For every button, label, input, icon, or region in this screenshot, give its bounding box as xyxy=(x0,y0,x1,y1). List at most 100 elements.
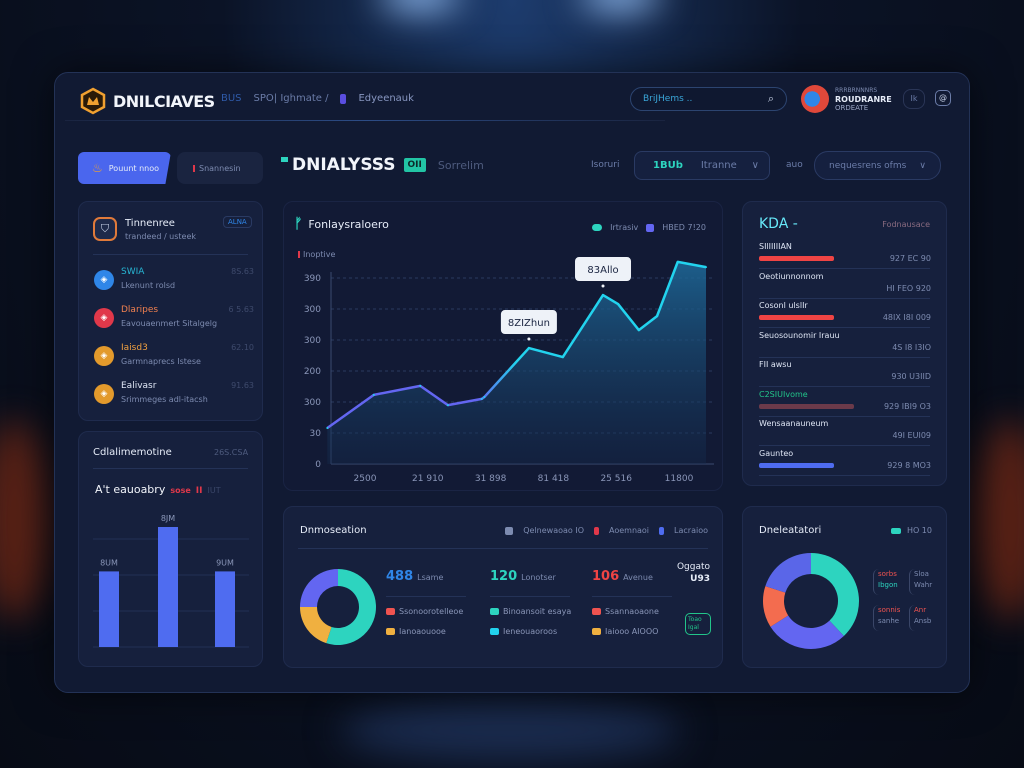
range-select[interactable]: 1BUb Itranne ∨ xyxy=(634,151,770,180)
nav-item[interactable]: BUS xyxy=(221,93,242,104)
avatar[interactable] xyxy=(801,85,829,113)
y-tick-label: 30 xyxy=(310,429,322,439)
notification-button[interactable]: @ xyxy=(935,90,951,106)
kda-row[interactable]: Wensaanauneum 49I EUI09 xyxy=(759,417,931,445)
item-name: Iaisd3 xyxy=(121,343,148,353)
annotation-label: 83Allo xyxy=(587,265,618,276)
kda-row[interactable]: Seuosounomir Irauu 4S I8 I3IO xyxy=(759,329,931,357)
search-icon[interactable]: ⌕ xyxy=(767,92,774,105)
kda-value: 929 IBI9 O3 xyxy=(883,401,931,411)
flame-icon: ♨ xyxy=(92,161,103,175)
kda-row[interactable]: Cosonl ulslIr 48IX I8I 009 xyxy=(759,299,931,327)
stat-value: 106 xyxy=(592,569,620,584)
nav-item[interactable]: SPO| Ighmate / xyxy=(253,93,329,104)
kda-row[interactable]: SIlIIIIIAN 927 EC 90 xyxy=(759,240,931,268)
legend-label: HO 10 xyxy=(906,526,932,535)
legend-swatch xyxy=(594,526,599,535)
kda-row[interactable]: Oeotiunnonnom HI FEO 920 xyxy=(759,270,931,298)
donut-slice xyxy=(326,569,376,645)
legend-label: HBED 7!20 xyxy=(662,223,706,232)
data-point xyxy=(705,266,708,269)
divider xyxy=(759,415,930,417)
bar-data-label: 8UM xyxy=(100,558,118,567)
tag-bottom: Wahr xyxy=(914,581,933,589)
legend-swatch xyxy=(386,608,395,615)
list-item[interactable]: ◈ Iaisd3 62.10 Garmnaprecs Istese xyxy=(79,342,264,376)
card-meta: 26S.CSA xyxy=(214,448,249,457)
list-item[interactable]: ◈ Ealivasr 91.63 Srimmeges adl-itacsh xyxy=(79,380,264,414)
tag[interactable]: sorbs Ibgon xyxy=(873,569,907,595)
legend-label: Qelnewaoao IO xyxy=(523,526,584,535)
kda-row[interactable]: C2SIUIvome 929 IBI9 O3 xyxy=(759,388,931,416)
kda-value: 930 U3IID xyxy=(891,372,931,381)
item-sub: Lkenunt rolsd xyxy=(121,281,176,290)
x-tick-label: 25 516 xyxy=(600,474,632,484)
logo[interactable]: DNILCIAVES xyxy=(79,87,215,115)
stat-value: 120 xyxy=(490,569,518,584)
item-sub: Eavouaenmert Sitalgelg xyxy=(121,319,218,328)
user-name: ROUDRANRE xyxy=(835,95,892,104)
divider xyxy=(93,468,248,469)
data-point xyxy=(446,404,449,407)
legend-item: Ssonoorotelleoe xyxy=(386,607,463,616)
nav-item[interactable]: Edyeenauk xyxy=(358,93,414,104)
kda-card: KDA - Fodnausace SIlIIIIIAN 927 EC 90 Oe… xyxy=(742,201,947,486)
tag[interactable]: sonnis sanhe xyxy=(873,605,907,631)
stat-value: 488 xyxy=(386,569,414,584)
chevron-down-icon: ∨ xyxy=(919,160,926,171)
filter-text: nequesrens ofms xyxy=(829,160,907,171)
tab-label: Snannesin xyxy=(199,163,241,173)
legend-label: Ssannaoaone xyxy=(605,607,659,616)
data-point xyxy=(656,315,659,318)
team-icon: ◈ xyxy=(94,346,114,366)
extra-value: U93 xyxy=(690,574,710,584)
user-info[interactable]: RRRBRNNNRS ROUDRANRE ORDEATE xyxy=(835,86,892,113)
data-point xyxy=(617,303,620,306)
user-role: ORDEATE xyxy=(835,104,869,112)
filter-select[interactable]: nequesrens ofms ∨ xyxy=(814,151,941,180)
legend-item: Ssannaoaone xyxy=(592,607,659,616)
tag-dim: IUT xyxy=(207,486,221,495)
legend-label: Lacraioo xyxy=(674,526,708,535)
list-badge[interactable]: ALNA xyxy=(223,216,252,228)
list-item[interactable]: ◈ Dlaripes 6 5.63 Eavouaenmert Sitalgelg xyxy=(79,304,264,338)
tag[interactable]: Anr Ansb xyxy=(909,605,943,631)
kda-value: 927 EC 90 xyxy=(889,254,931,263)
data-point xyxy=(483,396,486,399)
y-tick-label: 0 xyxy=(315,460,321,470)
tab-active[interactable]: ♨ Pouunt nnoo xyxy=(78,152,171,184)
tab-marker-icon xyxy=(193,164,195,172)
tab-other[interactable]: Snannesin xyxy=(177,152,263,184)
range-value: 1BUb xyxy=(653,160,683,171)
y-tick-label: 390 xyxy=(304,274,321,284)
x-tick-label: 21 910 xyxy=(412,474,444,484)
list-item[interactable]: ◈ SWIA 8S.63 Lkenunt rolsd xyxy=(79,266,264,300)
legend-item: Ianoaouooe xyxy=(386,627,446,636)
x-tick-label: 11800 xyxy=(665,474,694,484)
legend-swatch xyxy=(890,527,901,534)
donut-slice xyxy=(300,607,332,644)
stat: 106 Avenue xyxy=(592,569,653,584)
list-header-sub: trandeed / usteek xyxy=(125,232,197,241)
kda-value: 929 8 MO3 xyxy=(887,460,931,470)
kda-bar xyxy=(759,315,834,320)
card-meta: Fodnausace xyxy=(882,220,930,229)
divider xyxy=(759,356,930,358)
legend-label: Iaiooo AIOOO xyxy=(605,627,659,636)
y-tick-label: 300 xyxy=(304,398,321,408)
tag-top: sonnis xyxy=(878,606,901,614)
brand-name: DNILCIAVES xyxy=(113,91,215,111)
settings-button[interactable]: Ik xyxy=(903,89,925,109)
kda-value: 4S I8 I3IO xyxy=(892,342,931,352)
dashboard-window: DNILCIAVES BUS SPO| Ighmate / Edyeenauk … xyxy=(54,72,970,693)
kda-bar xyxy=(759,462,834,468)
annotation-box xyxy=(575,257,632,282)
y-tick-label: 200 xyxy=(304,367,321,377)
kda-value: 49I EUI09 xyxy=(892,431,931,440)
status-badge[interactable]: Toao Igal xyxy=(685,613,711,635)
kda-row[interactable]: Gaunteo 929 8 MO3 xyxy=(759,447,931,475)
tag[interactable]: Sloa Wahr xyxy=(909,569,943,595)
legend-item: Binoansoit esaya xyxy=(490,607,571,616)
search-input[interactable]: BriJHems .. ⌕ xyxy=(630,87,787,111)
kda-row[interactable]: FII awsu 930 U3IID xyxy=(759,358,931,386)
